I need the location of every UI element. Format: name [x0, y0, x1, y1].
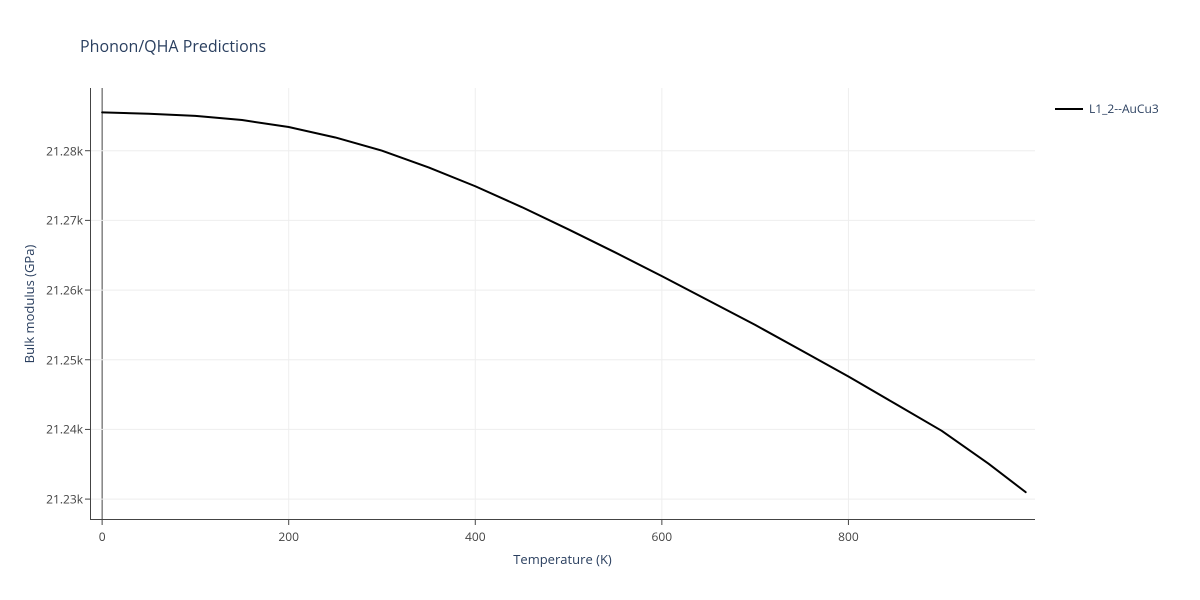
y-tick-label: 21.23k — [28, 491, 83, 508]
legend[interactable]: L1_2--AuCu3 — [1055, 100, 1159, 117]
y-tick-label: 21.24k — [28, 421, 83, 438]
x-tick-label: 400 — [465, 528, 486, 545]
chart-title: Phonon/QHA Predictions — [80, 35, 266, 57]
x-tick-label: 600 — [652, 528, 673, 545]
x-tick-label: 800 — [838, 528, 859, 545]
legend-label: L1_2--AuCu3 — [1089, 100, 1159, 117]
x-tick-label: 0 — [99, 528, 106, 545]
plot-area[interactable] — [90, 88, 1035, 520]
chart-container: Phonon/QHA Predictions 0 200 400 600 800 21.… — [0, 0, 1200, 600]
y-tick-label: 21.28k — [28, 142, 83, 159]
x-axis-label: Temperature (K) — [503, 550, 623, 568]
legend-item[interactable]: L1_2--AuCu3 — [1055, 100, 1159, 117]
legend-swatch — [1055, 108, 1083, 110]
y-tick-label: 21.27k — [28, 212, 83, 229]
y-axis-label: Bulk modulus (GPa) — [20, 234, 38, 374]
x-tick-label: 200 — [278, 528, 299, 545]
